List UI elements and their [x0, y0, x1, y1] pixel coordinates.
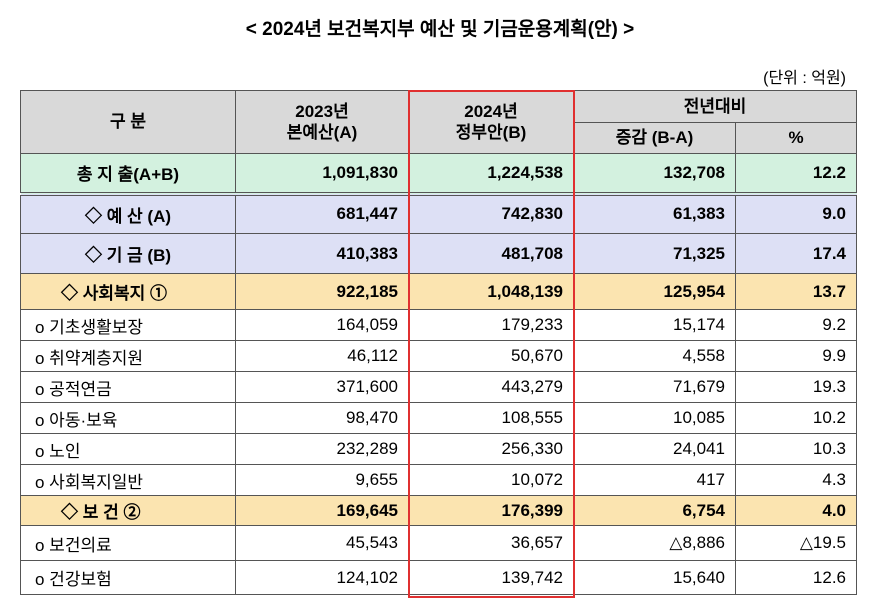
value-cell: 46,112 — [235, 340, 409, 372]
value-cell: 19.3 — [735, 371, 857, 403]
value-cell: 71,325 — [573, 233, 736, 274]
value-cell: △19.5 — [735, 525, 857, 561]
table-row: o 노인 232,289 256,330 24,041 10.3 — [20, 433, 857, 465]
value-cell: 108,555 — [408, 402, 574, 434]
label-cell: o 공적연금 — [20, 371, 236, 403]
value-cell: 125,954 — [573, 273, 736, 310]
value-cell: 742,830 — [408, 193, 574, 234]
value-cell: 17.4 — [735, 233, 857, 274]
value-cell: 24,041 — [573, 433, 736, 465]
unit: (단위 : 억원) — [763, 70, 846, 87]
value-cell: 10.3 — [735, 433, 857, 465]
header-text: 본예산(A) — [286, 123, 358, 142]
table-row: o 아동·보육 98,470 108,555 10,085 10.2 — [20, 402, 857, 434]
value-cell: 9.2 — [735, 309, 857, 341]
table-row: 총 지 출(A+B) 1,091,830 1,224,538 132,708 12.2 — [20, 153, 857, 196]
value-cell: 176,399 — [408, 495, 574, 526]
value-cell: 179,233 — [408, 309, 574, 341]
value-cell: 45,543 — [235, 525, 409, 561]
value-cell: 443,279 — [408, 371, 574, 403]
label-cell: o 기초생활보장 — [20, 309, 236, 341]
header-cell: 증감 (B-A) — [573, 122, 736, 154]
value-cell: 9.0 — [735, 193, 857, 234]
value-cell: 12.6 — [735, 560, 857, 595]
label-cell: o 건강보험 — [20, 560, 236, 595]
value-cell: 4.3 — [735, 464, 857, 496]
value-cell: 12.2 — [735, 153, 857, 196]
value-cell: 36,657 — [408, 525, 574, 561]
value-cell: 13.7 — [735, 273, 857, 310]
value-cell: 9.9 — [735, 340, 857, 372]
value-cell: 61,383 — [573, 193, 736, 234]
title: < 2024년 보건복지부 예산 및 기금운용계획(안) > — [245, 19, 635, 40]
table-row: o 기초생활보장 164,059 179,233 15,174 9.2 — [20, 309, 857, 341]
value-cell: 4,558 — [573, 340, 736, 372]
table-row: o 사회복지일반 9,655 10,072 417 4.3 — [20, 464, 857, 496]
value-cell: 15,640 — [573, 560, 736, 595]
table-row: o 보건의료 45,543 36,657 △8,886 △19.5 — [20, 525, 857, 561]
value-cell: 481,708 — [408, 233, 574, 274]
value-cell: 9,655 — [235, 464, 409, 496]
label-cell: ◇ 기 금 (B) — [20, 233, 236, 274]
table-row: o 공적연금 371,600 443,279 71,679 19.3 — [20, 371, 857, 403]
value-cell: 15,174 — [573, 309, 736, 341]
header-cell: 전년대비 — [573, 90, 857, 123]
value-cell: 139,742 — [408, 560, 574, 595]
value-cell: 71,679 — [573, 371, 736, 403]
value-cell: 164,059 — [235, 309, 409, 341]
value-cell: 922,185 — [235, 273, 409, 310]
value-cell: 169,645 — [235, 495, 409, 526]
value-cell: 6,754 — [573, 495, 736, 526]
value-cell: 98,470 — [235, 402, 409, 434]
value-cell: 10.2 — [735, 402, 857, 434]
value-cell: 256,330 — [408, 433, 574, 465]
value-cell: 410,383 — [235, 233, 409, 274]
value-cell: 50,670 — [408, 340, 574, 372]
value-cell: 10,072 — [408, 464, 574, 496]
header-text: 정부안(B) — [455, 123, 527, 142]
value-cell: 681,447 — [235, 193, 409, 234]
table-row: ◇ 사회복지 ① 922,185 1,048,139 125,954 13.7 — [20, 273, 857, 310]
table-row: o 건강보험 124,102 139,742 15,640 12.6 — [20, 560, 857, 595]
value-cell: 1,048,139 — [408, 273, 574, 310]
header-text: 2023년 — [295, 101, 349, 121]
label-cell: ◇ 예 산 (A) — [20, 193, 236, 234]
value-cell: 124,102 — [235, 560, 409, 595]
value-cell: 4.0 — [735, 495, 857, 526]
value-cell: 1,224,538 — [408, 153, 574, 196]
value-cell: 417 — [573, 464, 736, 496]
header-cell: % — [735, 122, 857, 154]
value-cell: 1,091,830 — [235, 153, 409, 196]
table-row: ◇ 예 산 (A) 681,447 742,830 61,383 9.0 — [20, 193, 857, 234]
table-row: ◇ 보 건 ② 169,645 176,399 6,754 4.0 — [20, 495, 857, 526]
label-cell: o 아동·보육 — [20, 402, 236, 434]
label-cell: o 보건의료 — [20, 525, 236, 561]
value-cell: 132,708 — [573, 153, 736, 196]
table-row: o 취약계층지원 46,112 50,670 4,558 9.9 — [20, 340, 857, 372]
header-cell: 구 분 — [20, 90, 236, 154]
header-text: 2024년 — [464, 101, 518, 121]
table-row: ◇ 기 금 (B) 410,383 481,708 71,325 17.4 — [20, 233, 857, 274]
value-cell: 10,085 — [573, 402, 736, 434]
label-cell: o 노인 — [20, 433, 236, 465]
value-cell: 232,289 — [235, 433, 409, 465]
label-cell: ◇ 사회복지 ① — [20, 273, 236, 310]
label-cell: o 사회복지일반 — [20, 464, 236, 496]
value-cell: △8,886 — [573, 525, 736, 561]
label-cell: ◇ 보 건 ② — [20, 495, 236, 526]
label-cell: 총 지 출(A+B) — [20, 153, 236, 196]
label-cell: o 취약계층지원 — [20, 340, 236, 372]
value-cell: 371,600 — [235, 371, 409, 403]
